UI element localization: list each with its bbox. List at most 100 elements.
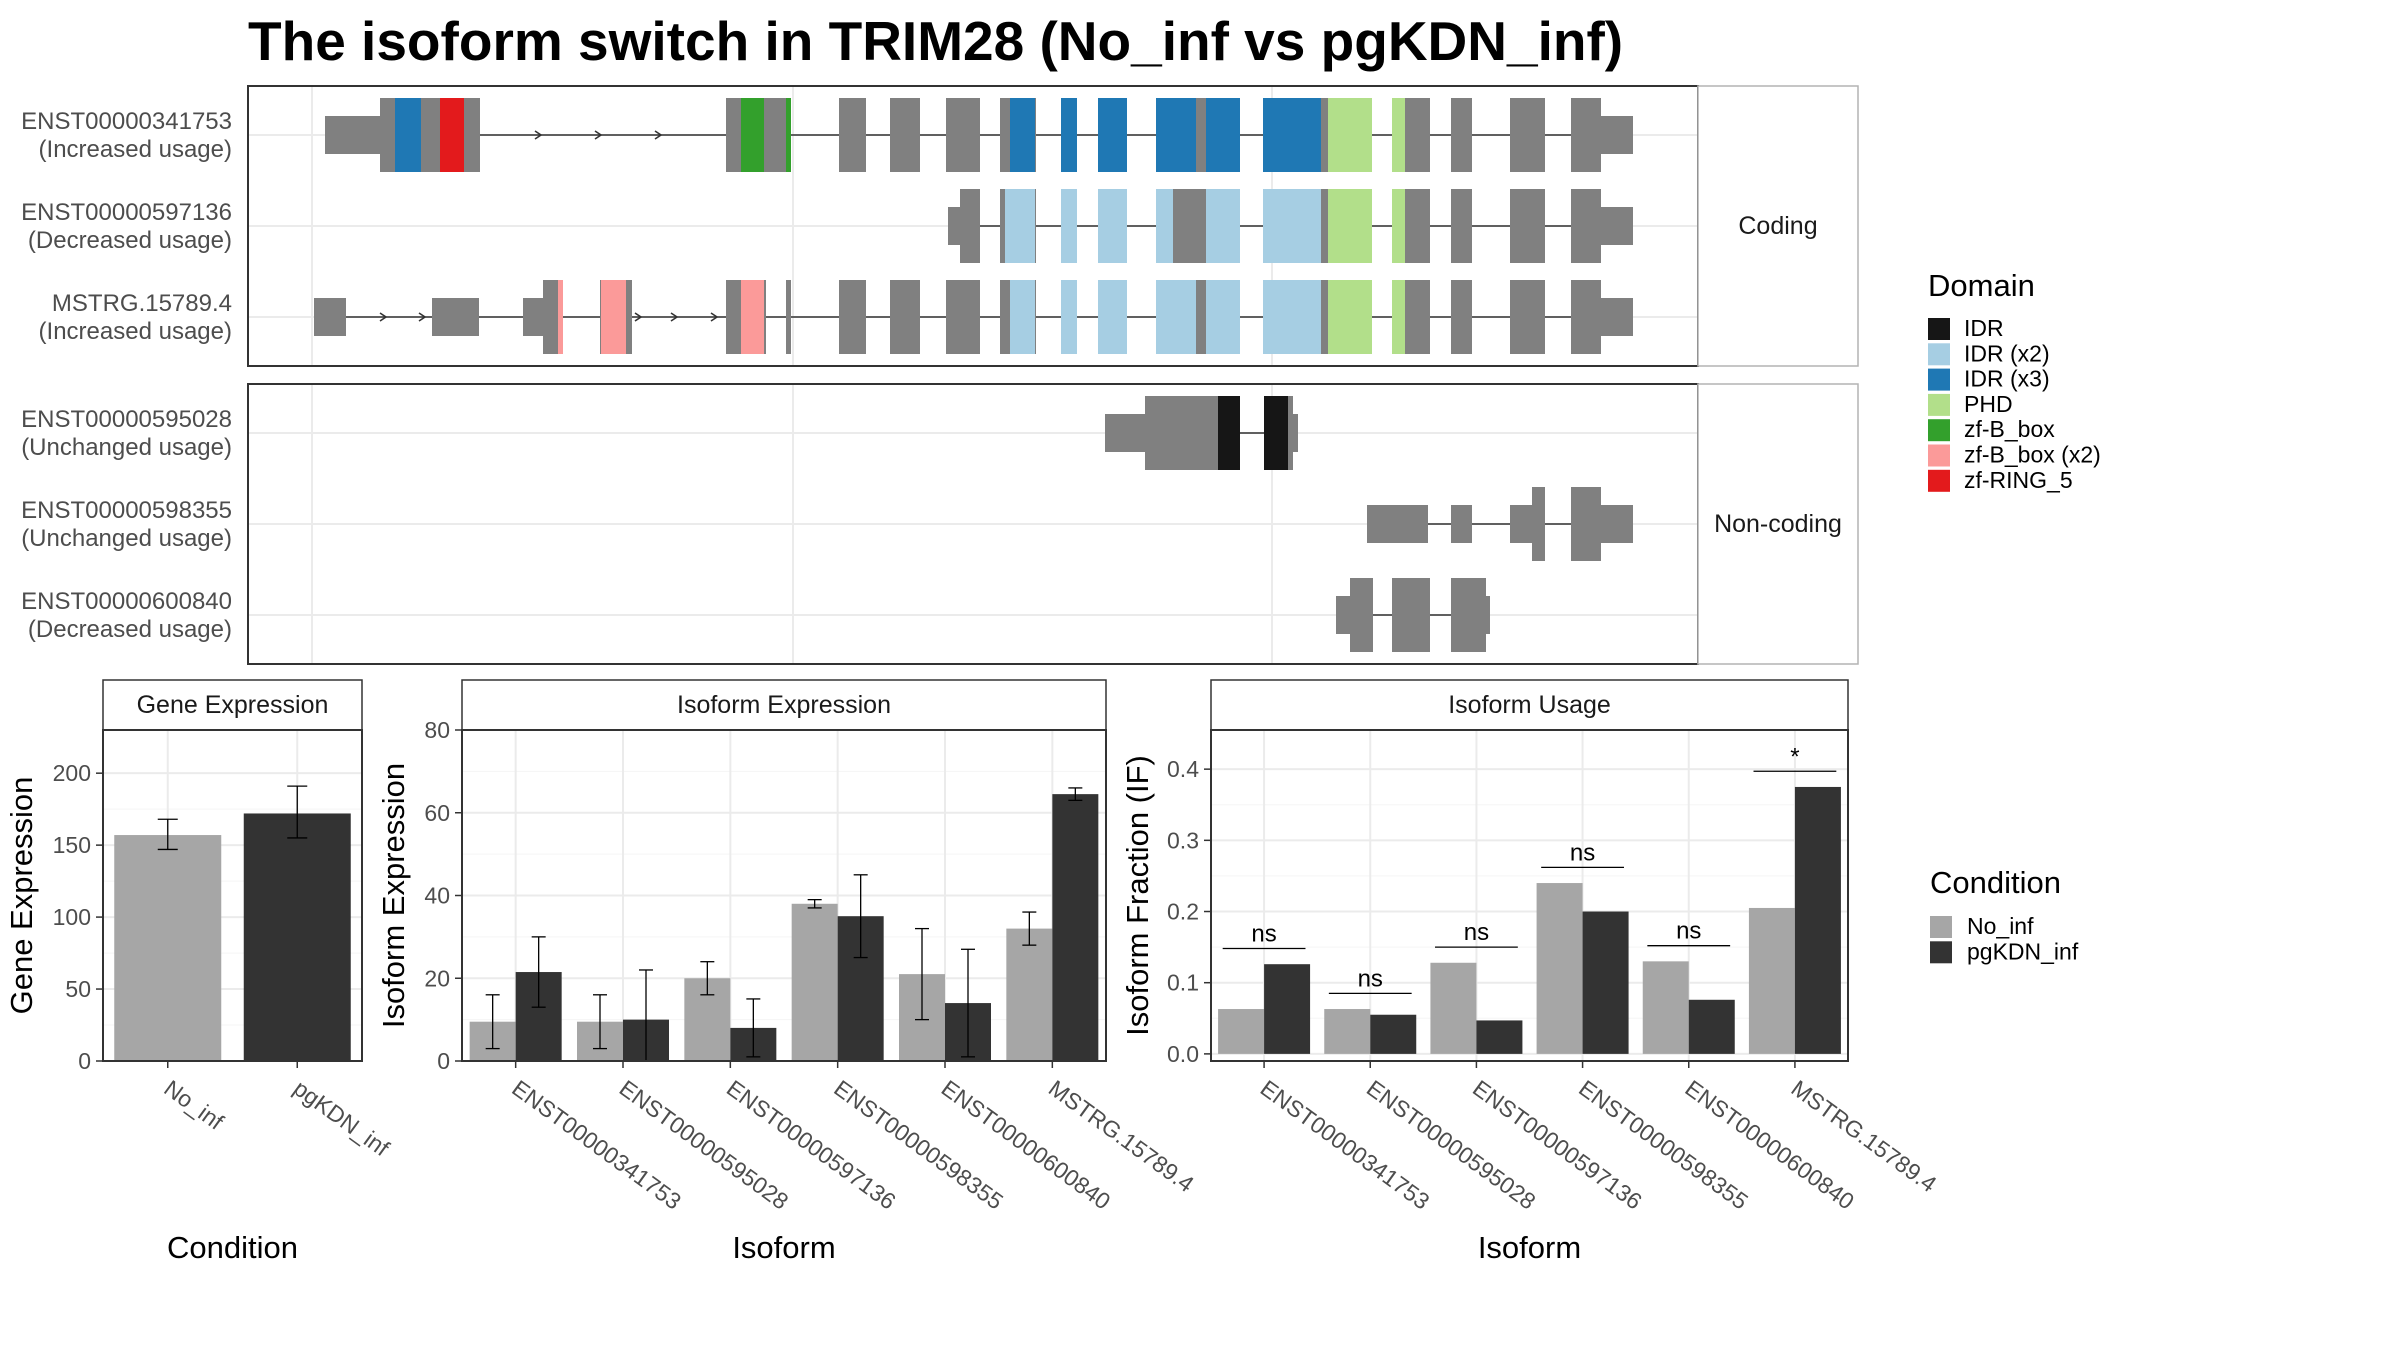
domain-legend-title: Domain (1928, 268, 2035, 303)
intron-arrow (379, 312, 388, 322)
domain-segment (1156, 98, 1196, 172)
y-tick-label: 150 (53, 832, 91, 858)
domain-segment (1392, 189, 1405, 263)
isoform-usage-label: (Increased usage) (39, 318, 232, 345)
exon (1350, 578, 1373, 652)
domain-segment (1061, 98, 1077, 172)
chart-title: Isoform Expression (677, 691, 891, 719)
structure-strip (1697, 85, 1859, 367)
domain-segment (786, 98, 791, 172)
isoform-usage-chart: Isoform Usagensnsnsnsns*0.00.10.20.30.4E… (1120, 679, 1942, 1265)
figure-title: The isoform switch in TRIM28 (No_inf vs … (248, 10, 1623, 72)
exon (890, 98, 920, 172)
bar-No_inf (1218, 1009, 1265, 1054)
y-tick-label: 0 (437, 1048, 450, 1074)
isoform-id-label: ENST00000597136 (21, 199, 232, 226)
exon (1451, 189, 1472, 263)
exon (1451, 280, 1472, 354)
condition-legend-key (1930, 941, 1952, 964)
significance-label: ns (1358, 965, 1383, 992)
exon (890, 280, 920, 354)
intron-arrow (634, 312, 643, 322)
domain-legend-key (1928, 469, 1950, 492)
isoform-usage-label: (Unchanged usage) (21, 434, 232, 461)
y-tick-label: 0.1 (1167, 970, 1199, 996)
exon (1601, 505, 1633, 543)
condition-legend-key (1930, 916, 1952, 938)
chart-strip (461, 679, 1107, 731)
domain-legend-label: IDR (1964, 315, 2004, 341)
domain-legend-label: IDR (x3) (1964, 366, 2050, 392)
intron-arrow (654, 130, 663, 140)
exon (1451, 505, 1472, 543)
domain-segment (1328, 98, 1372, 172)
intron-arrow (418, 312, 427, 322)
bar-pgKDN_inf (1370, 1014, 1417, 1054)
domain-segment (1098, 280, 1127, 354)
domain-legend-label: zf-RING_5 (1964, 467, 2073, 493)
exon (960, 189, 980, 263)
y-tick-label: 50 (65, 976, 91, 1002)
isoform-usage-label: (Decreased usage) (28, 227, 232, 254)
domain-segment (1218, 396, 1240, 470)
domain-segment (1328, 280, 1372, 354)
domain-segment (601, 280, 626, 354)
domain-segment (1156, 280, 1196, 354)
bar (114, 835, 222, 1061)
bar-pgKDN_inf (1582, 911, 1629, 1054)
chart-panel-border (102, 729, 363, 1062)
domain-segment (1098, 189, 1127, 263)
domain-legend-label: zf-B_box (1964, 416, 2055, 442)
isoform-id-label: ENST00000595028 (21, 406, 232, 433)
exon (314, 298, 346, 336)
exon (1532, 487, 1545, 561)
bar-pgKDN_inf (1794, 786, 1841, 1054)
exon (839, 98, 866, 172)
exon (1451, 578, 1486, 652)
domain-segment (1061, 189, 1077, 263)
x-axis-title: Condition (167, 1230, 298, 1265)
x-axis-title: Isoform (732, 1230, 835, 1265)
exon (1571, 189, 1601, 263)
domain-segment (1206, 98, 1240, 172)
intron-arrow (710, 312, 719, 322)
isoform-usage-label: (Unchanged usage) (21, 525, 232, 552)
domain-segment (1328, 189, 1372, 263)
exon (1392, 578, 1430, 652)
domain-segment (1264, 396, 1288, 470)
exon (1105, 414, 1145, 452)
bar-pgKDN_inf (1476, 1020, 1523, 1054)
condition-legend-label: No_inf (1967, 913, 2034, 939)
domain-segment (440, 98, 464, 172)
exon (786, 280, 791, 354)
domain-segment (1392, 280, 1405, 354)
domain-legend-label: zf-B_box (x2) (1964, 442, 2101, 468)
exon (1486, 596, 1490, 634)
domain-segment (1010, 280, 1035, 354)
domain-legend-label: IDR (x2) (1964, 340, 2050, 366)
chart-strip (1210, 679, 1849, 731)
isoform-id-label: ENST00000598355 (21, 497, 232, 524)
exon (432, 298, 479, 336)
isoform-id-label: ENST00000341753 (21, 108, 232, 135)
domain-segment (741, 280, 764, 354)
significance-label: ns (1251, 921, 1276, 948)
y-tick-label: 100 (53, 904, 91, 930)
bar-pgKDN_inf (1688, 999, 1735, 1054)
bar-No_inf (1430, 962, 1477, 1054)
exon (1601, 116, 1633, 154)
x-axis-title: Isoform (1478, 1230, 1581, 1265)
exon (1451, 98, 1472, 172)
intron-arrow (594, 130, 603, 140)
bar-No_inf (1642, 961, 1689, 1054)
bar-No_inf (1006, 928, 1053, 1061)
exon (1367, 505, 1428, 543)
chart-panel-border (1210, 729, 1849, 1062)
exon (948, 207, 960, 245)
domain-legend-key (1928, 318, 1950, 340)
chart-strip (102, 679, 363, 731)
y-tick-label: 200 (53, 760, 91, 786)
bar-No_inf (1536, 883, 1583, 1054)
